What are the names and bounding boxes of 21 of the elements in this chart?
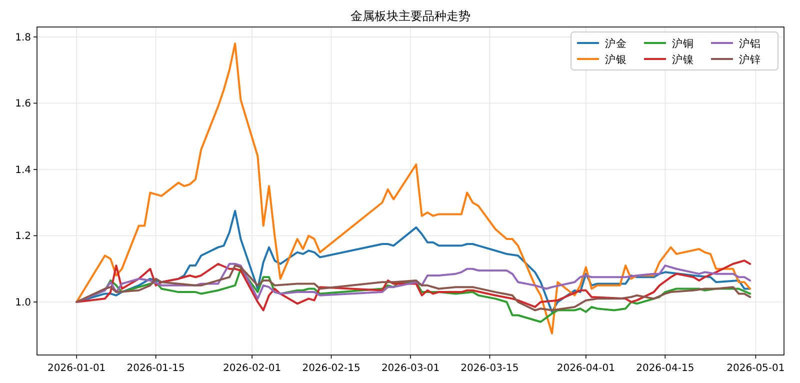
legend-label: 沪锌 [739, 53, 761, 66]
x-tick-label: 2026-03-15 [460, 363, 519, 374]
y-tick-label: 1.6 [15, 98, 31, 110]
y-tick-label: 1.8 [15, 32, 31, 44]
y-tick-label: 1.4 [15, 164, 31, 176]
legend-label: 沪银 [605, 53, 627, 66]
legend-label: 沪铜 [672, 37, 694, 50]
x-tick-label: 2026-04-01 [556, 363, 615, 374]
legend-label: 沪金 [605, 37, 627, 50]
x-tick-label: 2026-02-15 [302, 363, 360, 374]
x-tick-label: 2026-02-01 [222, 363, 282, 374]
legend-label: 沪镍 [672, 53, 694, 66]
x-tick-label: 2026-01-01 [48, 363, 106, 374]
x-tick-label: 2026-03-01 [381, 363, 440, 374]
y-tick-label: 1.2 [15, 231, 31, 242]
y-tick-label: 1.0 [15, 297, 31, 308]
x-tick-label: 2026-05-01 [726, 363, 785, 374]
chart-title: 金属板块主要品种走势 [350, 9, 470, 23]
x-tick-label: 2026-04-15 [636, 363, 694, 374]
legend-label: 沪铝 [739, 37, 761, 50]
x-tick-label: 2026-01-15 [126, 363, 185, 374]
